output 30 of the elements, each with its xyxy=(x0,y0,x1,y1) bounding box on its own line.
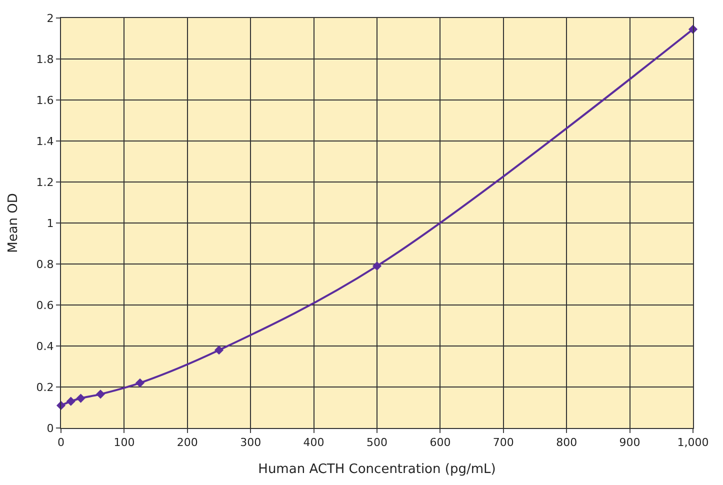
y-tick-label: 1.6 xyxy=(36,94,54,107)
x-tick-label: 900 xyxy=(619,436,640,450)
x-tick-label: 700 xyxy=(492,436,514,450)
y-axis-title: Mean OD xyxy=(6,193,22,253)
y-tick-label: 0.2 xyxy=(36,380,54,394)
x-tick-label: 100 xyxy=(114,436,135,450)
y-tick-label: 1 xyxy=(46,216,54,230)
y-tick-label: 0.4 xyxy=(36,340,54,353)
point xyxy=(135,378,145,388)
y-tick-label: 1.4 xyxy=(36,134,54,148)
y-tick-label: 0 xyxy=(46,422,54,435)
point xyxy=(76,394,86,403)
x-tick-label: 600 xyxy=(430,436,451,450)
x-tick-label: 0 xyxy=(58,436,64,450)
x-tick-label: 300 xyxy=(240,436,262,450)
point xyxy=(96,390,106,399)
x-tick-label: 800 xyxy=(556,436,578,450)
y-tick-label: 0.8 xyxy=(36,258,54,271)
y-tick-label: 0.6 xyxy=(36,298,54,312)
x-tick-label: 500 xyxy=(366,436,388,450)
x-axis-title: Human ACTH Concentration (pg/mL) xyxy=(258,462,496,477)
point xyxy=(372,262,382,271)
x-tick-label: 200 xyxy=(176,436,198,450)
x-tick-label: 400 xyxy=(303,436,324,450)
point xyxy=(214,346,224,355)
y-tick-label: 1.8 xyxy=(36,52,54,66)
x-tick-label: 1,000 xyxy=(677,436,709,450)
point xyxy=(66,396,76,406)
y-tick-label: 2 xyxy=(46,12,54,25)
y-tick-label: 1.2 xyxy=(36,176,54,189)
